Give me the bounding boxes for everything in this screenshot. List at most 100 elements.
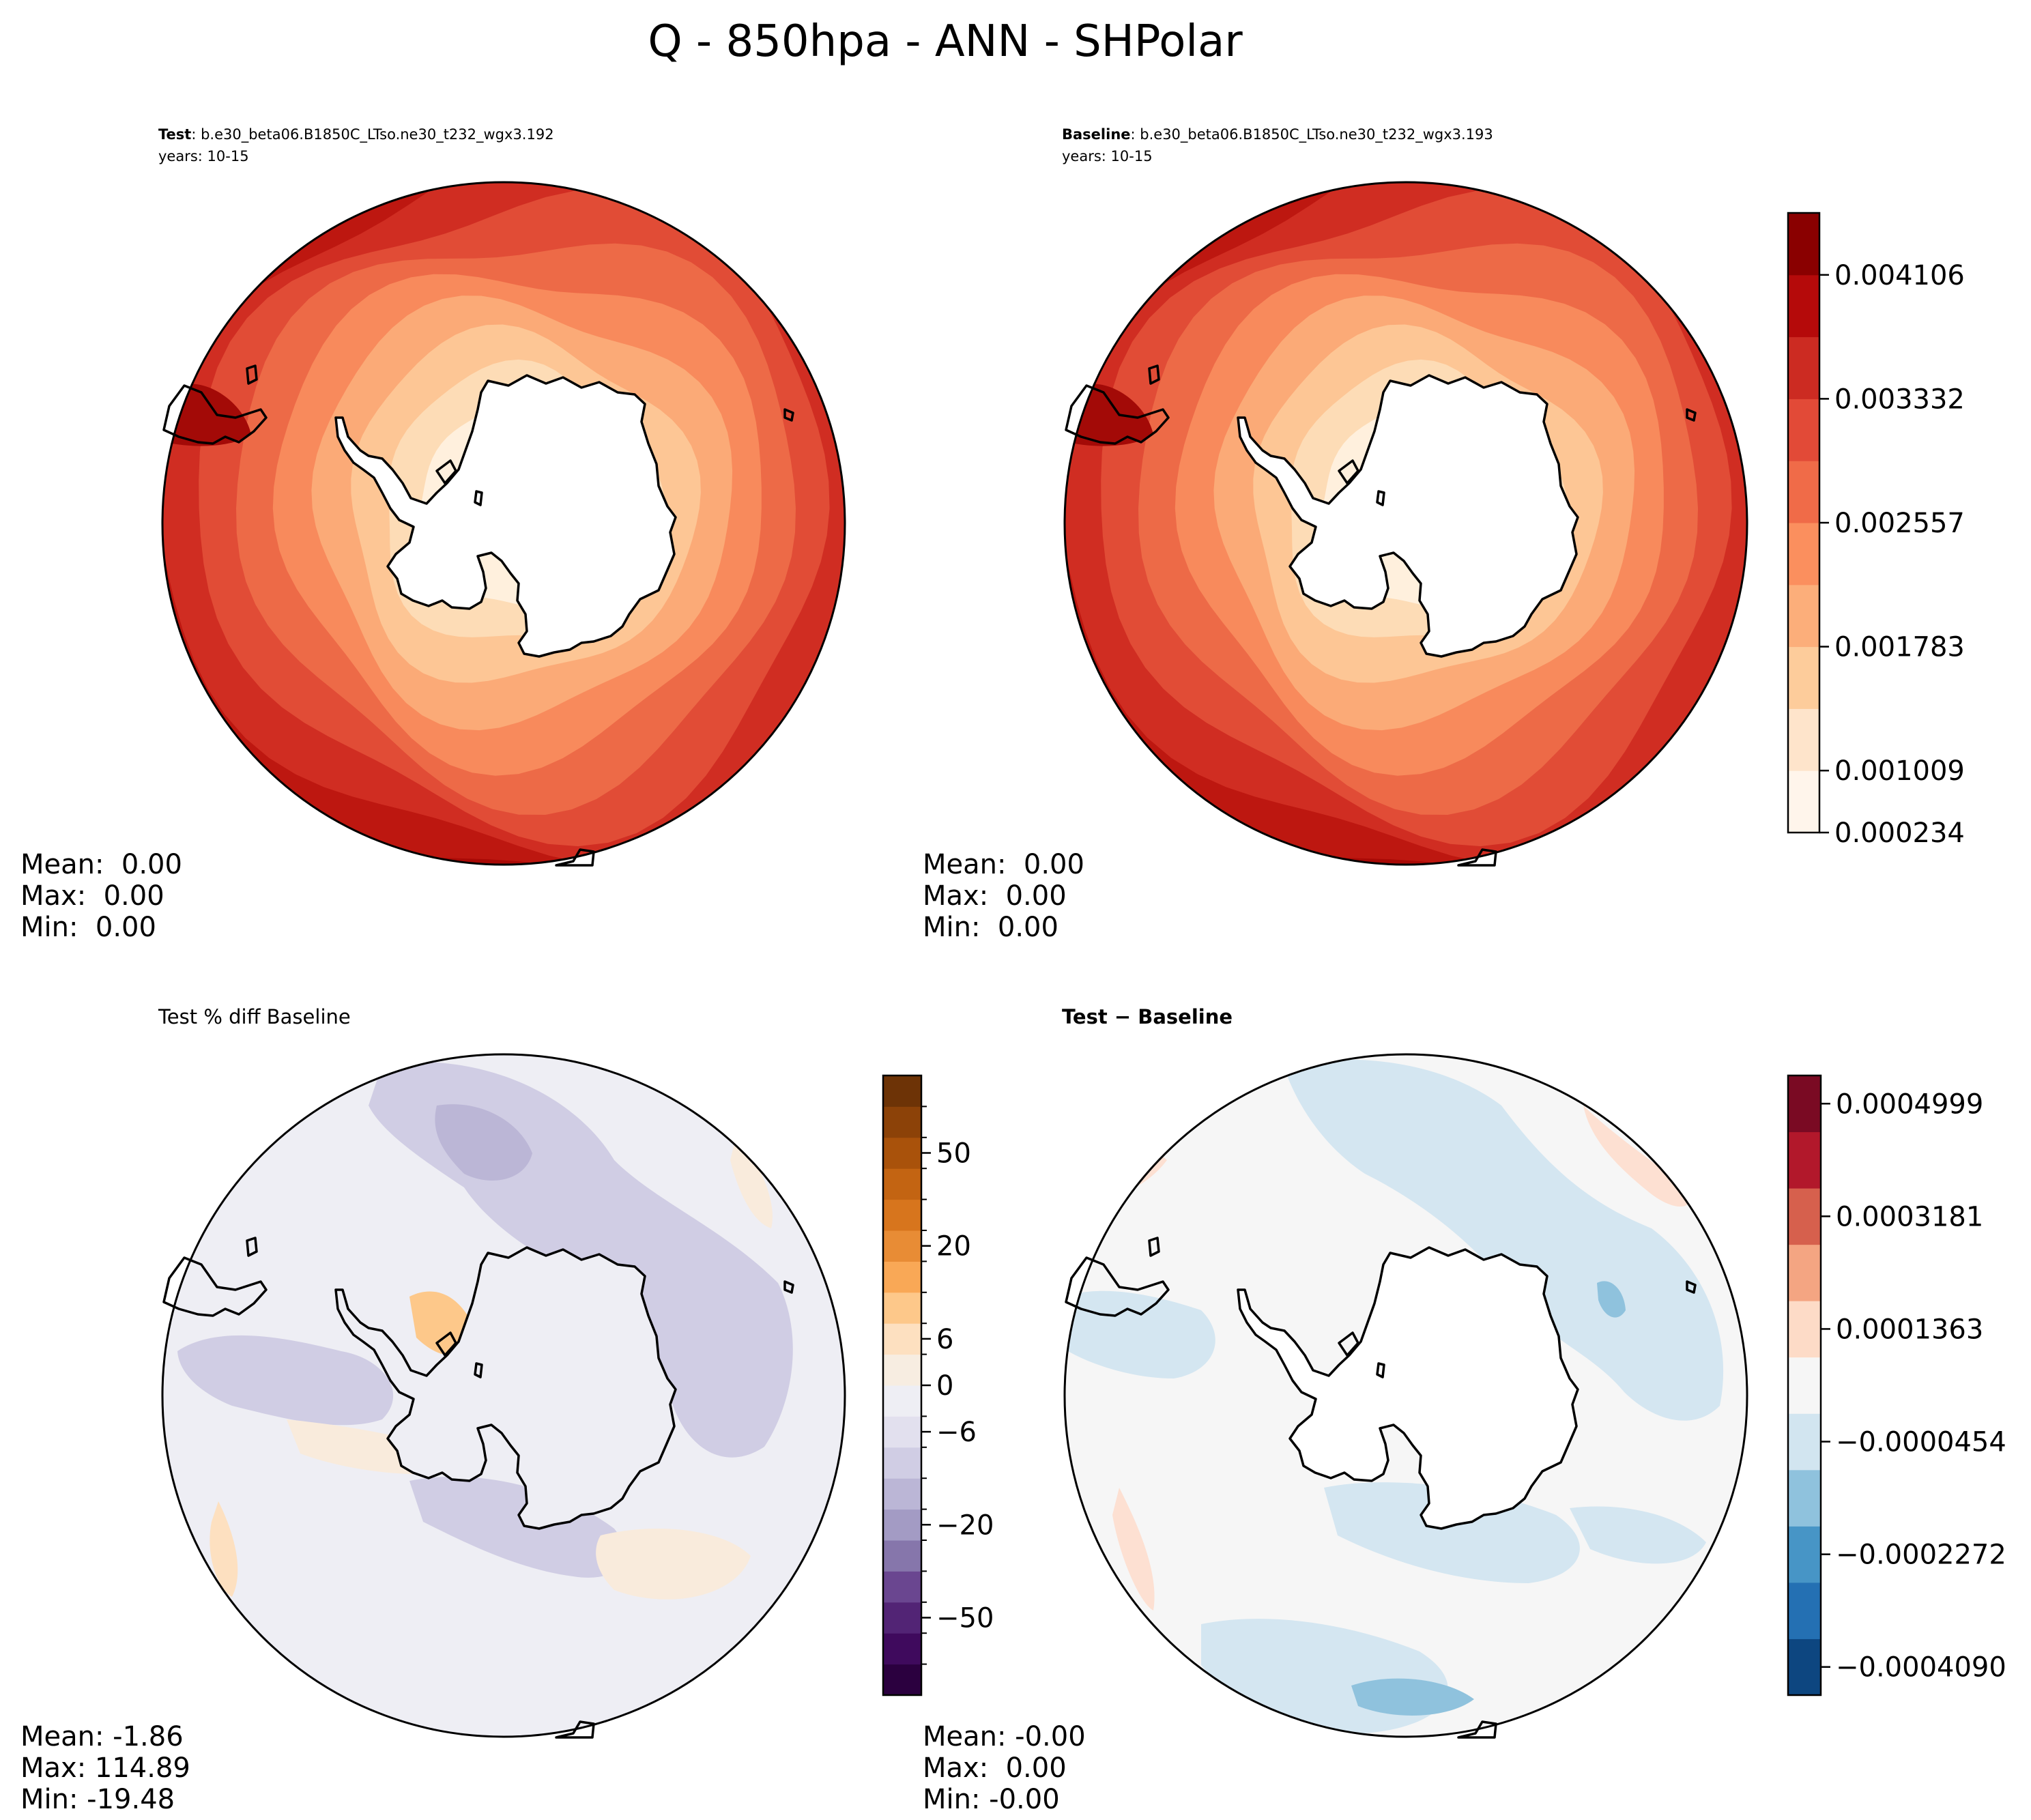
panel-test-years: years: 10-15 [158,148,249,164]
stats-diff-max: Max: 0.00 [923,1752,1067,1784]
colorbar-band [883,1199,921,1231]
colorbar-tick-label: 0.0004999 [1836,1088,1983,1120]
stats-baseline-max: Max: 0.00 [923,880,1067,912]
colorbar-tick-label: 20 [936,1231,971,1262]
diff-field-positive-a [1112,1488,1155,1610]
colorbar-band [1788,1582,1821,1639]
colorbar-band [883,1261,921,1293]
stats-diff: Mean: -0.00 Max: 0.00 Min: -0.00 [923,1721,1086,1815]
pct-field-negative-b [177,1335,394,1426]
colorbar-band [1788,274,1819,338]
diff-field-negative-f [1597,1281,1626,1318]
colorbar-tick-label: −0.0002272 [1836,1540,2006,1571]
colorbar-band [1788,1188,1821,1245]
colorbar-band [1788,523,1819,586]
colorbar-band [1788,1638,1821,1696]
colorbar-band [883,1230,921,1262]
pct-field-positive-c [730,1133,773,1228]
colorbar-band [1788,1526,1821,1583]
colorbar-tick-label: 0.001783 [1834,632,1965,663]
stats-pctdiff-max: Max: 114.89 [20,1752,190,1784]
stats-diff-mean: Mean: -0.00 [923,1721,1086,1752]
colorbar-band [1788,1131,1821,1189]
stats-test-min: Min: 0.00 [20,912,156,943]
colorbar-band [1788,584,1819,648]
colorbar-tick-label: 50 [936,1138,971,1170]
stats-pctdiff-min: Min: -19.48 [20,1784,175,1815]
colorbar-band [1788,213,1819,276]
colorbar-band [883,1075,921,1107]
colorbar-band [1788,1469,1821,1527]
colorbar-band [1788,399,1819,461]
stats-test-max: Max: 0.00 [20,880,164,912]
colorbar-band [883,1664,921,1696]
colorbar-band [883,1354,921,1386]
colorbar-tick-label: −20 [936,1510,994,1541]
panel-baseline-label: Baseline: b.e30_beta06.B1850C_LTso.ne30_… [1062,126,1493,143]
colorbar-tick-label: 0.004106 [1834,260,1965,291]
colorbar-band [883,1509,921,1541]
colorbar-tick-label: 0 [936,1370,953,1402]
colorbar-band [883,1323,921,1355]
colorbar-band [1788,461,1819,523]
panel-test-label-rest: : b.e30_beta06.B1850C_LTso.ne30_t232_wgx… [191,126,553,143]
colorbar-band [1788,1357,1821,1414]
colorbar-band [883,1137,921,1169]
colorbar-band [1788,770,1819,833]
figure-title: Q - 850hpa - ANN - SHPolar [648,16,1243,67]
panel-baseline-label-bold: Baseline [1062,126,1131,143]
panel-diff-label: Test − Baseline [1062,1005,1233,1028]
pct-field-negative-c [409,1476,626,1578]
colorbar-band [883,1602,921,1634]
colorbar-band [1788,1301,1821,1358]
colorbar-frame [1787,1074,1822,1696]
colorbar-band [883,1385,921,1417]
colorbar-band [883,1447,921,1479]
stats-diff-min: Min: -0.00 [923,1784,1060,1815]
colorbar-pct: −50 −20 −6 0 6 20 50 [882,1074,994,1696]
colorbar-tick-label: 0.001009 [1834,755,1965,787]
colorbar-tick-label: 0.002557 [1834,508,1965,539]
colorbar-tick-label: −0.0000454 [1836,1427,2006,1458]
colorbar-band [883,1478,921,1510]
colorbar-tick-label: −50 [936,1603,994,1634]
panel-baseline-label-rest: : b.e30_beta06.B1850C_LTso.ne30_t232_wgx… [1131,126,1493,143]
colorbar-tick-label: 6 [936,1324,953,1355]
pct-field-positive-a [210,1501,238,1597]
stats-baseline: Mean: 0.00 Max: 0.00 Min: 0.00 [923,849,1084,943]
diff-field-negative-e [1570,1506,1706,1564]
stats-pctdiff-mean: Mean: -1.86 [20,1721,184,1752]
map-pctdiff-border [161,1053,846,1738]
diff-field-negative-a [1283,1059,1724,1421]
diff-field-negative-c [1324,1482,1580,1583]
colorbar-band [883,1540,921,1572]
colorbar-band [883,1416,921,1448]
diff-field-positive-b [1583,1106,1690,1207]
colorbar-tick-label: 0.000234 [1834,818,1965,849]
colorbar-band [883,1106,921,1138]
panel-test-label-bold: Test [158,126,191,143]
panel-baseline-years: years: 10-15 [1062,148,1153,164]
colorbar-tick-label: 0.0003181 [1836,1201,1983,1232]
colorbar-band [883,1168,921,1200]
pct-field-positive-b [596,1529,751,1600]
map-diff-border [1063,1053,1748,1738]
panel-pctdiff-label: Test % diff Baseline [158,1005,351,1028]
colorbar-band [1788,708,1819,771]
colorbar-band [1788,1244,1821,1301]
stats-test: Mean: 0.00 Max: 0.00 Min: 0.00 [20,849,182,943]
colorbar-band [883,1633,921,1665]
stats-baseline-mean: Mean: 0.00 [923,849,1084,880]
diff-field-negative-g [1351,1678,1474,1716]
colorbar-band [1788,646,1819,709]
pct-field-negative-d [435,1104,532,1181]
colorbar-band [1788,336,1819,399]
colorbar-band [1788,1413,1821,1471]
colorbar-band [883,1292,921,1324]
diff-field-negative-b [1065,1290,1215,1378]
colorbar-tick-label: −0.0004090 [1836,1652,2006,1684]
stats-pctdiff: Mean: -1.86 Max: 114.89 Min: -19.48 [20,1721,190,1815]
colorbar-tick-label: 0.003332 [1834,384,1965,415]
colorbar-band [1788,1075,1821,1133]
